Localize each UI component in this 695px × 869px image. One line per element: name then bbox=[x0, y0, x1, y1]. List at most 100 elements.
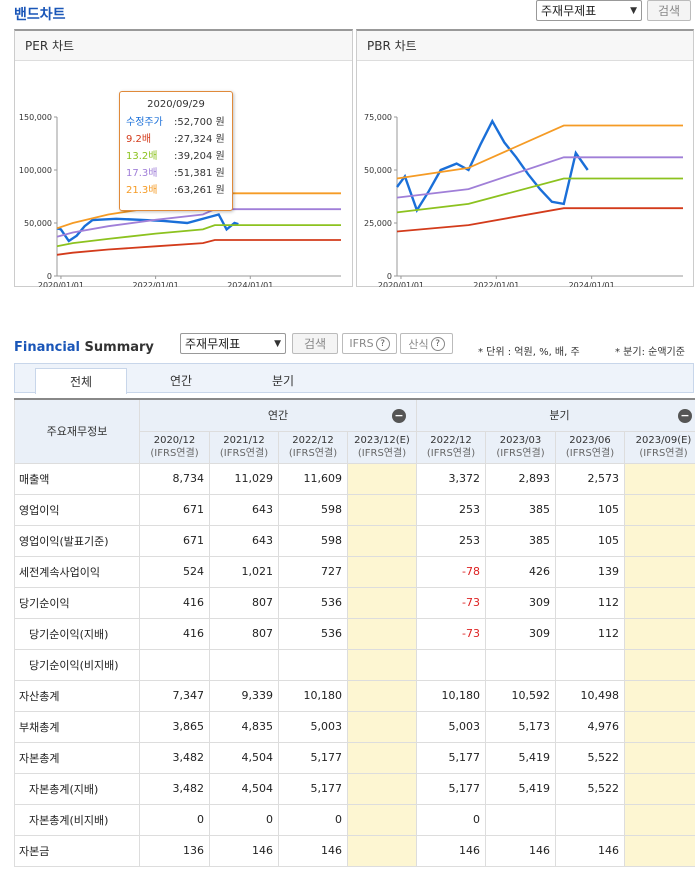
x-tick-label: 2024/01/01 bbox=[227, 281, 273, 287]
tooltip-value: :39,204 원 bbox=[174, 151, 225, 162]
table-cell bbox=[624, 586, 695, 619]
table-cell: 1,021 bbox=[209, 555, 279, 588]
table-cell: 807 bbox=[209, 586, 279, 619]
fs-statement-select[interactable]: 주재무제표 ▼ bbox=[180, 333, 286, 354]
col-header: 2022/12 (IFRS연결) bbox=[278, 430, 348, 464]
tooltip-row: 17.3배:51,381 원 bbox=[126, 165, 226, 182]
row-label: 세전계속사업이익 bbox=[14, 555, 140, 588]
table-cell: 3,482 bbox=[139, 772, 210, 805]
table-cell bbox=[555, 648, 625, 681]
col-standard: (IFRS연결) bbox=[639, 448, 688, 459]
table-cell: 807 bbox=[209, 617, 279, 650]
table-cell bbox=[624, 648, 695, 681]
col-period: 2023/06 bbox=[569, 435, 611, 446]
tooltip-value: :51,381 원 bbox=[174, 168, 225, 179]
table-cell: 112 bbox=[555, 586, 625, 619]
ifrs-help-button[interactable]: IFRS? bbox=[342, 333, 397, 354]
table-cell: 643 bbox=[209, 524, 279, 557]
x-tick-label: 2024/01/01 bbox=[569, 281, 615, 287]
table-cell: -73 bbox=[416, 617, 486, 650]
collapse-quarter-icon[interactable]: − bbox=[678, 409, 692, 423]
group-quarter: 분기 − bbox=[416, 398, 695, 432]
table-cell bbox=[347, 679, 417, 712]
x-tick-label: 2020/01/01 bbox=[38, 281, 84, 287]
col-standard: (IFRS연결) bbox=[426, 448, 476, 459]
table-row: 세전계속사업이익 524 1,021 727 -78 426 139 bbox=[14, 555, 695, 588]
table-cell: 416 bbox=[139, 586, 210, 619]
fs-search-button[interactable]: 검색 bbox=[292, 333, 338, 354]
table-cell: 536 bbox=[278, 586, 348, 619]
y-tick-label: 150,000 bbox=[19, 113, 52, 122]
table-row: 자본금 136 146 146 146 146 146 bbox=[14, 834, 695, 867]
row-label: 자본총계 bbox=[14, 741, 140, 774]
table-row: 자본총계(비지배) 0 0 0 0 bbox=[14, 803, 695, 836]
tooltip-row: 21.3배:63,261 원 bbox=[126, 182, 226, 199]
fs-select-value: 주재무제표 bbox=[185, 337, 241, 351]
table-cell: 4,504 bbox=[209, 772, 279, 805]
period-note: * 분기: 순액기준 bbox=[615, 347, 685, 358]
col-header: 2023/12(E) (IFRS연결) bbox=[347, 430, 417, 464]
row-label: 영업이익 bbox=[14, 493, 140, 526]
table-cell: 9,339 bbox=[209, 679, 279, 712]
table-cell: 11,609 bbox=[278, 462, 348, 495]
search-button[interactable]: 검색 bbox=[647, 0, 691, 21]
table-cell: 309 bbox=[485, 586, 556, 619]
tooltip-date: 2020/09/29 bbox=[147, 99, 205, 110]
series-line-3 bbox=[56, 208, 341, 238]
table-cell bbox=[624, 710, 695, 743]
col-standard: (IFRS연결) bbox=[150, 448, 199, 459]
table-cell: 671 bbox=[139, 493, 210, 526]
tooltip-label: 13.2배 bbox=[126, 151, 158, 162]
statement-select[interactable]: 주재무제표 ▼ bbox=[536, 0, 642, 21]
table-cell: 385 bbox=[485, 493, 556, 526]
table-cell: 671 bbox=[139, 524, 210, 557]
tooltip-label: 수정주가 bbox=[126, 117, 163, 128]
formula-label: 산식 bbox=[408, 337, 429, 351]
tab-annual[interactable]: 연간 bbox=[169, 374, 193, 388]
col-period: 2021/12 bbox=[223, 435, 265, 446]
table-cell bbox=[624, 524, 695, 557]
header-item: 주요재무정보 bbox=[14, 398, 140, 464]
col-header: 2022/12 (IFRS연결) bbox=[416, 430, 486, 464]
table-cell bbox=[347, 710, 417, 743]
group-annual: 연간 − bbox=[139, 398, 417, 432]
table-cell: -73 bbox=[416, 586, 486, 619]
table-cell bbox=[624, 493, 695, 526]
table-cell: 598 bbox=[278, 493, 348, 526]
table-cell bbox=[624, 617, 695, 650]
tooltip-row: 수정주가:52,700 원 bbox=[126, 114, 226, 131]
table-cell: 3,372 bbox=[416, 462, 486, 495]
table-cell: 416 bbox=[139, 617, 210, 650]
fs-table-wrap: 주요재무정보 연간 − 분기 − 2020/12 (IFRS연결) 2021/12 (… bbox=[14, 398, 695, 867]
tab-quarter[interactable]: 분기 bbox=[271, 374, 295, 388]
table-cell: 10,180 bbox=[278, 679, 348, 712]
chevron-down-icon: ▼ bbox=[274, 338, 281, 349]
table-cell: 598 bbox=[278, 524, 348, 557]
table-cell bbox=[485, 803, 556, 836]
table-cell: 8,734 bbox=[139, 462, 210, 495]
table-cell: 5,177 bbox=[278, 741, 348, 774]
row-label: 매출액 bbox=[14, 462, 140, 495]
fs-title-b: Summary bbox=[80, 340, 154, 355]
collapse-annual-icon[interactable]: − bbox=[392, 409, 406, 423]
col-period: 2022/12 bbox=[292, 435, 334, 446]
row-label: 자본금 bbox=[14, 834, 140, 867]
pbr-chart-title: PBR 차트 bbox=[357, 31, 693, 61]
col-standard: (IFRS연결) bbox=[565, 448, 615, 459]
tab-all[interactable]: 전체 bbox=[35, 368, 127, 394]
pbr-chart-panel: PBR 차트 75,000 50,000 25,000 0 2020/01/01 2022… bbox=[356, 29, 694, 308]
y-tick-label: 0 bbox=[387, 272, 392, 281]
formula-help-button[interactable]: 산식? bbox=[400, 333, 453, 354]
table-cell bbox=[624, 462, 695, 495]
unit-note: * 단위 : 억원, %, 배, 주 bbox=[478, 347, 580, 358]
table-cell: 5,522 bbox=[555, 772, 625, 805]
table-cell: 2,573 bbox=[555, 462, 625, 495]
per-tooltip: 2020/09/29 수정주가:52,700 원 9.2배:27,324 원 13.… bbox=[119, 91, 233, 211]
tooltip-row: 9.2배:27,324 원 bbox=[126, 131, 226, 148]
table-cell: 139 bbox=[555, 555, 625, 588]
col-standard: (IFRS연결) bbox=[219, 448, 269, 459]
series-line-0 bbox=[56, 213, 239, 243]
table-cell: 5,177 bbox=[416, 741, 486, 774]
y-tick-label: 50,000 bbox=[364, 166, 392, 175]
table-cell: 5,173 bbox=[485, 710, 556, 743]
